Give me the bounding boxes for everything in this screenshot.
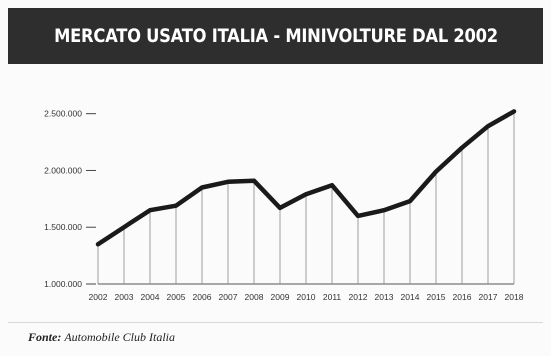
- data-point: [96, 242, 100, 246]
- data-point: [148, 208, 152, 212]
- x-tick-label: 2003: [115, 292, 134, 302]
- x-tick-label: 2013: [375, 292, 394, 302]
- data-point: [122, 225, 126, 229]
- x-tick-label: 2006: [193, 292, 212, 302]
- x-tick-label: 2005: [167, 292, 186, 302]
- y-tick-label: 2.500.000: [44, 109, 82, 119]
- source-separator: :: [57, 330, 62, 344]
- y-tick-label: 1.500.000: [44, 222, 82, 232]
- chart-area: 1.000.000 1.500.000 2.000.000 2.500.000 2002…: [8, 70, 543, 310]
- data-point: [226, 180, 230, 184]
- y-tick-label: 1.000.000: [44, 279, 82, 289]
- x-tick-label: 2015: [427, 292, 446, 302]
- source-value: Automobile Club Italia: [64, 330, 176, 344]
- data-point: [408, 199, 412, 203]
- divider: [8, 322, 543, 323]
- x-tick-label: 2018: [505, 292, 524, 302]
- x-tick-label: 2002: [89, 292, 108, 302]
- x-tick-label: 2009: [271, 292, 290, 302]
- data-point: [382, 208, 386, 212]
- x-tick-label: 2010: [297, 292, 316, 302]
- chart-header: MERCATO USATO ITALIA - MINIVOLTURE DAL 2…: [8, 8, 543, 64]
- data-point: [174, 204, 178, 208]
- data-point: [330, 183, 334, 187]
- x-tick-label: 2014: [401, 292, 420, 302]
- chart-title: MERCATO USATO ITALIA - MINIVOLTURE DAL 2…: [53, 25, 498, 47]
- data-point: [278, 206, 282, 210]
- x-tick-label: 2017: [479, 292, 498, 302]
- data-point: [200, 185, 204, 189]
- x-tick-label: 2004: [141, 292, 160, 302]
- x-tick-label: 2016: [453, 292, 472, 302]
- data-point: [356, 214, 360, 218]
- data-point: [434, 170, 438, 174]
- x-tick-label: 2011: [323, 292, 342, 302]
- data-point: [460, 146, 464, 150]
- x-tick-label: 2007: [219, 292, 238, 302]
- x-tick-label: 2012: [349, 292, 368, 302]
- data-point: [304, 192, 308, 196]
- data-point: [252, 179, 256, 183]
- line-chart: 1.000.000 1.500.000 2.000.000 2.500.000 2002…: [44, 109, 524, 302]
- source-note: Fonte: Automobile Club Italia: [28, 330, 175, 345]
- data-point: [486, 124, 490, 128]
- data-point: [512, 109, 516, 113]
- y-tick-label: 2.000.000: [44, 165, 82, 175]
- x-tick-label: 2008: [245, 292, 264, 302]
- source-label: Fonte: [28, 330, 58, 344]
